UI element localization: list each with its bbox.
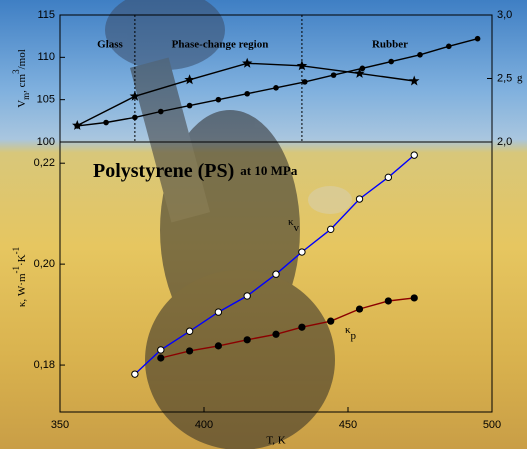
x-tick-label: 350 <box>51 419 69 431</box>
marker <box>103 120 109 126</box>
open-marker <box>356 196 362 202</box>
y-tick-label: 0,20 <box>34 258 55 270</box>
open-marker <box>299 249 305 255</box>
y-tick-label: 0,18 <box>34 359 55 371</box>
marker <box>302 79 308 85</box>
region-label: Glass <box>97 39 123 51</box>
y-tick-label: 110 <box>37 51 55 63</box>
title-main: Polystyrene (PS) <box>93 160 234 182</box>
marker <box>446 44 452 50</box>
open-marker <box>186 328 192 334</box>
marker <box>388 59 394 65</box>
y2-axis-label: g <box>517 72 523 84</box>
marker <box>244 91 250 97</box>
chart: 100 105 110 115 2,0 2,5 3,0 Vm, cm3/mol g Glass Ph… <box>0 0 527 449</box>
y2-tick-label: 2,5 <box>497 72 512 84</box>
marker <box>272 331 279 338</box>
open-marker <box>273 271 279 277</box>
x-tick-label: 500 <box>483 419 501 431</box>
series-label-subscript: v <box>294 222 300 234</box>
x-tick-label: 400 <box>195 419 213 431</box>
marker <box>356 305 363 312</box>
marker <box>331 72 337 78</box>
y-tick-label: 100 <box>37 136 55 148</box>
marker <box>360 66 366 72</box>
marker <box>132 115 138 121</box>
y-axis-label-part: κ, W·m <box>16 273 28 307</box>
star-marker <box>409 76 420 86</box>
y-axis-label-part: -1 <box>11 247 21 255</box>
marker <box>385 297 392 304</box>
y-tick-label: 0,22 <box>34 157 55 169</box>
open-marker <box>385 174 391 180</box>
star-marker <box>242 58 252 68</box>
y-axis-label-part: V <box>16 100 28 108</box>
x-tick-label: 450 <box>339 419 357 431</box>
marker <box>244 336 251 343</box>
y-tick-label: 105 <box>37 94 55 106</box>
marker <box>273 85 279 91</box>
y-axis-label-part: , cm <box>16 73 28 92</box>
region-label: Rubber <box>372 39 408 51</box>
series-label-subscript: p <box>351 330 357 342</box>
marker <box>216 97 222 103</box>
marker <box>411 294 418 301</box>
marker <box>298 324 305 331</box>
marker <box>327 318 334 325</box>
marker <box>417 52 423 58</box>
open-marker <box>244 293 250 299</box>
marker <box>186 347 193 354</box>
open-marker <box>158 347 164 353</box>
series-label: κp <box>345 324 357 342</box>
y-tick-label: 115 <box>37 9 55 21</box>
region-label: Phase-change region <box>172 39 269 51</box>
y-axis-label-part: ·K <box>16 254 28 266</box>
open-marker <box>411 152 417 158</box>
y-axis-label-part: /mol <box>16 49 28 69</box>
open-marker <box>215 309 221 315</box>
marker <box>158 109 164 115</box>
y2-tick-label: 3,0 <box>497 9 512 21</box>
y-axis-label-part: m <box>21 93 31 100</box>
marker <box>157 354 164 361</box>
open-marker <box>132 371 138 377</box>
screenshot: 100 105 110 115 2,0 2,5 3,0 Vm, cm3/mol g Glass Ph… <box>0 0 527 449</box>
open-marker <box>328 226 334 232</box>
x-axis-label: T, K <box>266 435 285 447</box>
y2-tick-label: 2,0 <box>497 136 512 148</box>
marker <box>215 342 222 349</box>
marker <box>475 36 481 42</box>
marker <box>187 103 193 109</box>
y-axis-label-part: -1 <box>11 266 21 274</box>
y-axis-label: κ, W·m-1·K-1 <box>11 247 27 307</box>
subtitle: at 10 MPa <box>240 163 298 178</box>
star-marker <box>184 74 194 84</box>
y-axis-label: Vm, cm3/mol <box>11 49 31 108</box>
